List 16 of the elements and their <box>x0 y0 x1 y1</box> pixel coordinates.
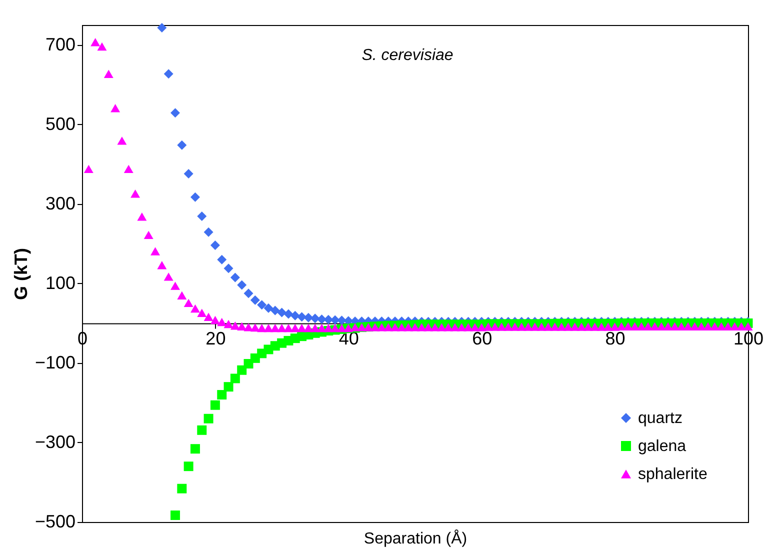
y-tick-label: 300 <box>45 193 76 214</box>
legend-label: sphalerite <box>638 466 708 483</box>
legend-label: quartz <box>638 410 682 427</box>
y-axis-title: G (kT) <box>10 248 31 300</box>
y-tick-label: −300 <box>34 432 76 452</box>
y-tick-label: 500 <box>45 114 76 134</box>
x-axis-title: Separation (Å) <box>364 530 468 548</box>
y-tick-label: −100 <box>34 352 76 372</box>
y-tick-label: 100 <box>45 272 76 293</box>
y-tick-label: −500 <box>34 512 76 532</box>
y-tick-label: 700 <box>45 34 76 54</box>
x-tick-label: 80 <box>605 328 626 349</box>
x-tick-label: 20 <box>206 328 226 349</box>
legend-label: galena <box>638 438 686 455</box>
x-tick-label: 60 <box>472 328 492 349</box>
annotation: S. cerevisiae <box>362 47 454 64</box>
